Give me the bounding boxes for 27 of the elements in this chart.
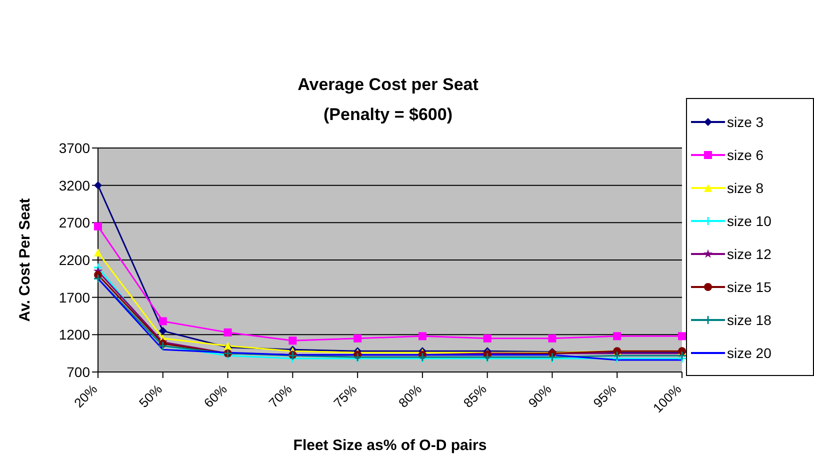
y-tick-label: 3700 <box>58 140 90 156</box>
y-axis-title: Av. Cost Per Seat <box>16 198 34 322</box>
y-tick-label: 2200 <box>58 252 90 268</box>
x-tick-label: 50% <box>136 381 166 411</box>
x-tick-label: 95% <box>590 381 620 411</box>
legend-label: size 15 <box>727 278 772 294</box>
y-tick-label: 700 <box>66 364 90 380</box>
y-tick-label: 2700 <box>58 214 90 231</box>
x-tick-label: 60% <box>200 381 230 411</box>
legend-label: size 6 <box>727 146 764 162</box>
x-tick-label: 80% <box>396 381 425 411</box>
legend-label: size 8 <box>727 180 764 196</box>
y-tick-label: 3200 <box>58 177 90 194</box>
x-tick-label: 85% <box>460 381 490 411</box>
y-tick-label: 1700 <box>58 289 90 306</box>
x-tick-label: 70% <box>266 381 296 411</box>
x-tick-label: 75% <box>330 381 360 411</box>
legend-label: size 3 <box>727 114 764 130</box>
chart-subtitle: (Penalty = $600) <box>324 105 452 124</box>
legend-label: size 20 <box>727 344 772 360</box>
y-tick-label: 1200 <box>58 326 90 343</box>
x-tick-label: 90% <box>525 381 555 411</box>
x-axis-title: Fleet Size as% of O-D pairs <box>293 437 487 454</box>
legend-label: size 12 <box>727 246 772 262</box>
legend-label: size 18 <box>727 312 772 328</box>
legend-label: size 10 <box>727 212 772 228</box>
chart-title: Average Cost per Seat <box>296 74 480 96</box>
